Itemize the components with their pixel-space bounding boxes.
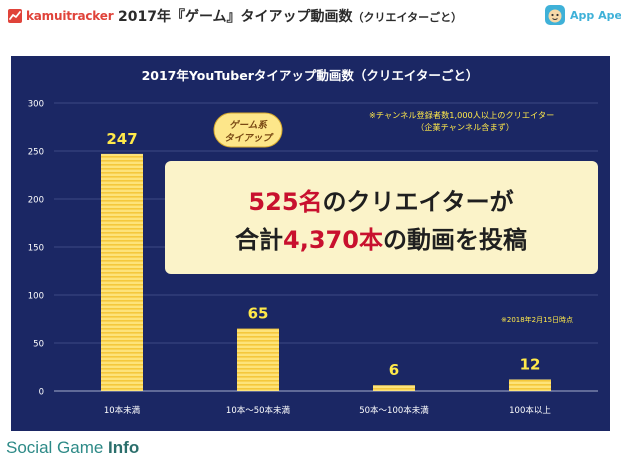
bar [509,379,551,391]
x-tick-label: 50本～100本未満 [359,405,429,416]
note-line-1: ※チャンネル登録者数1,000人以上のクリエイター [369,110,554,120]
video-count: 4,370本 [283,226,383,254]
footer-site-name-part1: Social Game [6,438,109,457]
bar-chart: 2017年YouTuberタイアップ動画数（クリエイターごと） 0 50 100 15… [28,68,598,416]
x-tick-label: 100本以上 [509,405,551,416]
app-ape-logo: App Ape [544,4,621,26]
x-tick-label: 10本未満 [104,405,141,416]
header: kamuitracker 2017年『ゲーム』タイアップ動画数（クリエイターごと… [0,0,621,38]
value-labels: 247 65 6 12 [106,130,540,379]
y-tick-label: 150 [28,244,44,254]
x-tick-label: 10本～50本未満 [226,405,291,416]
page-title: 2017年『ゲーム』タイアップ動画数（クリエイターごと） [118,6,462,26]
y-axis-ticks: 0 50 100 150 200 250 300 [28,100,44,398]
badge-line-1: ゲーム系 [229,119,268,131]
callout-line-1: 525名のクリエイターが [248,188,513,216]
y-tick-label: 50 [33,340,44,350]
page-title-main: 2017年『ゲーム』タイアップ動画数 [118,9,353,25]
badge-line-2: タイアップ [224,132,274,144]
ape-face-icon [545,5,565,25]
callout-line-2-pre: 合計 [235,226,283,254]
chart-title: 2017年YouTuberタイアップ動画数（クリエイターごと） [142,68,479,83]
kamuitracker-logo: kamuitracker [8,8,114,24]
y-tick-label: 0 [39,388,44,398]
bar-value-label: 6 [389,361,399,379]
creator-count: 525名 [248,188,322,216]
date-note: ※2018年2月15日時点 [501,315,573,324]
gridlines [54,102,598,392]
bar [101,153,143,391]
bar-value-label: 12 [520,355,541,373]
bar [237,328,279,391]
bar-value-label: 65 [248,305,269,323]
bar-value-label: 247 [106,130,137,148]
chart-panel: 2017年YouTuberタイアップ動画数（クリエイターごと） 0 50 100 15… [11,56,610,431]
y-tick-label: 100 [28,292,44,302]
bars [101,153,551,391]
trend-line-icon [8,9,22,23]
summary-callout: 525名のクリエイターが 合計4,370本の動画を投稿 [165,161,598,274]
page-title-sub: （クリエイターごと） [352,11,463,24]
game-tieup-badge: ゲーム系 タイアップ [213,112,283,148]
callout-line-2-rest: の動画を投稿 [383,226,527,254]
x-axis-ticks: 10本未満 10本～50本未満 50本～100本未満 100本以上 [104,405,552,416]
footer-site-name: Social Game Info [6,438,139,458]
y-tick-label: 200 [28,196,44,206]
note-line-2: （企業チャンネル含まず） [416,122,514,132]
footer-site-name-part2: Info [108,438,140,457]
app-ape-brand-text: App Ape [570,8,621,22]
callout-line-1-rest: のクリエイターが [323,188,514,216]
y-tick-label: 250 [28,148,44,158]
y-tick-label: 300 [28,100,44,110]
bar [373,385,415,391]
callout-line-2: 合計4,370本の動画を投稿 [235,226,527,254]
kamuitracker-brand-text: kamuitracker [26,9,114,23]
